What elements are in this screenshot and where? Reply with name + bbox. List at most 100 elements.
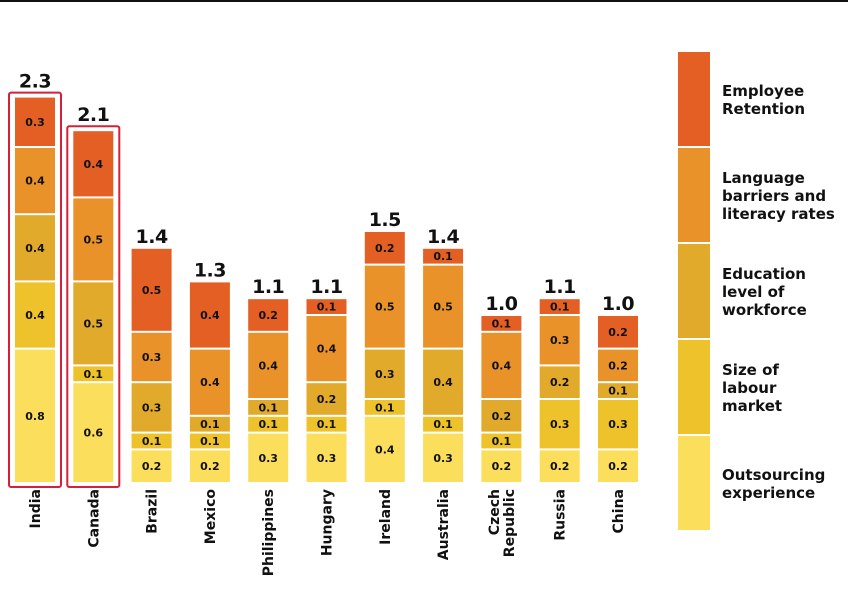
data-label-russia-language-barriers-and-literacy-rates: 0.3 <box>550 334 570 347</box>
bar-segment-canada-education-level-of-workforce <box>73 282 114 365</box>
bar-segment-india-education-level-of-workforce <box>15 215 55 281</box>
bar-segment-brazil-size-of-labour-market <box>131 433 172 449</box>
data-label-ireland-education-level-of-workforce: 0.3 <box>375 368 395 381</box>
data-label-australia-employee-retention: 0.1 <box>433 250 453 263</box>
category-label-canada: Canada <box>86 489 102 548</box>
data-label-philippines-language-barriers-and-literacy-rates: 0.4 <box>258 359 278 372</box>
data-label-australia-language-barriers-and-literacy-rates: 0.5 <box>433 301 453 314</box>
data-label-brazil-education-level-of-workforce: 0.3 <box>142 401 162 414</box>
category-label-mexico: Mexico <box>203 489 219 545</box>
bar-segment-australia-education-level-of-workforce <box>423 349 464 415</box>
data-label-china-outsourcing-experience: 0.2 <box>608 460 628 473</box>
legend-label-line: Education <box>722 265 806 283</box>
legend-label-line: workforce <box>722 301 807 319</box>
data-label-india-outsourcing-experience: 0.8 <box>25 410 45 423</box>
legend-label-education-level-of-workforce: Education level of workforce <box>722 265 807 319</box>
bar-segment-mexico-size-of-labour-market <box>189 433 230 449</box>
data-label-ireland-size-of-labour-market: 0.1 <box>375 401 395 414</box>
bar-segment-australia-outsourcing-experience <box>423 433 464 482</box>
bar-segment-mexico-education-level-of-workforce <box>189 416 230 432</box>
data-label-czech-republic-outsourcing-experience: 0.2 <box>492 460 512 473</box>
bar-segment-brazil-employee-retention <box>131 248 172 331</box>
data-label-australia-size-of-labour-market: 0.1 <box>433 418 453 431</box>
total-label-china: 1.0 <box>602 293 634 315</box>
data-label-india-education-level-of-workforce: 0.4 <box>25 242 45 255</box>
data-label-brazil-employee-retention: 0.5 <box>142 284 162 297</box>
bar-segment-brazil-education-level-of-workforce <box>131 383 172 432</box>
bar-segment-russia-employee-retention <box>539 299 580 314</box>
total-label-philippines: 1.1 <box>252 276 284 298</box>
category-label-line: China <box>611 489 627 533</box>
data-label-russia-education-level-of-workforce: 0.2 <box>550 376 570 389</box>
legend-label-language-barriers-and-literacy-rates: Language barriers and literacy rates <box>722 169 835 223</box>
legend-label-line: Employee <box>722 82 804 100</box>
legend-label-line: labour <box>722 379 777 397</box>
data-label-china-language-barriers-and-literacy-rates: 0.2 <box>608 359 628 372</box>
legend-swatch-outsourcing-experience <box>678 436 710 530</box>
bar-segment-china-education-level-of-workforce <box>598 383 638 398</box>
category-label-australia: Australia <box>436 489 452 560</box>
category-label-china: China <box>611 489 627 533</box>
category-label-line: Ireland <box>378 489 394 545</box>
highlight-box-india <box>8 91 62 488</box>
total-label-india: 2.3 <box>19 71 51 93</box>
highlight-box-canada <box>66 125 121 488</box>
bar-segment-india-language-barriers-and-literacy-rates <box>15 148 55 214</box>
bar-segment-philippines-education-level-of-workforce <box>248 400 289 415</box>
data-label-hungary-language-barriers-and-literacy-rates: 0.4 <box>317 343 337 356</box>
data-label-mexico-education-level-of-workforce: 0.1 <box>200 418 220 431</box>
data-label-mexico-language-barriers-and-literacy-rates: 0.4 <box>200 376 220 389</box>
legend-swatch-education-level-of-workforce <box>678 244 710 338</box>
data-label-hungary-outsourcing-experience: 0.3 <box>317 452 337 465</box>
data-label-canada-size-of-labour-market: 0.1 <box>84 368 104 381</box>
bar-segment-ireland-outsourcing-experience <box>364 416 405 482</box>
total-label-hungary: 1.1 <box>310 276 342 298</box>
data-label-china-size-of-labour-market: 0.3 <box>608 418 628 431</box>
bar-segment-brazil-outsourcing-experience <box>131 450 172 482</box>
bar-segment-australia-employee-retention <box>423 248 464 264</box>
bar-segment-china-employee-retention <box>598 316 638 348</box>
bar-segment-philippines-size-of-labour-market <box>248 416 289 432</box>
total-label-australia: 1.4 <box>427 226 459 248</box>
bar-segment-philippines-employee-retention <box>248 299 289 331</box>
data-label-canada-language-barriers-and-literacy-rates: 0.5 <box>84 233 104 246</box>
category-label-line: Republic <box>502 489 518 557</box>
data-label-ireland-employee-retention: 0.2 <box>375 242 395 255</box>
bar-segment-india-outsourcing-experience <box>15 349 55 482</box>
category-label-philippines: Philippines <box>261 489 277 576</box>
data-label-philippines-education-level-of-workforce: 0.1 <box>258 401 278 414</box>
data-label-hungary-employee-retention: 0.1 <box>317 301 337 314</box>
bar-segment-philippines-outsourcing-experience <box>248 433 289 482</box>
top-rule <box>0 0 848 2</box>
category-label-line: Australia <box>436 489 452 560</box>
data-label-russia-size-of-labour-market: 0.3 <box>550 418 570 431</box>
bar-segment-russia-size-of-labour-market <box>539 400 580 449</box>
bar-segment-ireland-language-barriers-and-literacy-rates <box>364 265 405 348</box>
total-label-mexico: 1.3 <box>194 259 226 281</box>
category-label-line: Hungary <box>320 489 336 556</box>
bar-segment-canada-employee-retention <box>73 131 114 197</box>
category-label-ireland: Ireland <box>378 489 394 545</box>
total-label-canada: 2.1 <box>77 104 109 126</box>
data-label-canada-outsourcing-experience: 0.6 <box>84 427 104 440</box>
data-label-hungary-education-level-of-workforce: 0.2 <box>317 393 337 406</box>
bar-segment-russia-education-level-of-workforce <box>539 366 580 398</box>
bar-segment-czech-republic-language-barriers-and-literacy-rates <box>481 332 522 398</box>
category-label-hungary: Hungary <box>320 489 336 556</box>
category-label-czech-republic: CzechRepublic <box>487 489 518 557</box>
data-label-brazil-outsourcing-experience: 0.2 <box>142 460 162 473</box>
bar-segment-ireland-education-level-of-workforce <box>364 349 405 398</box>
bar-segment-russia-outsourcing-experience <box>539 450 580 482</box>
category-label-line: Brazil <box>145 489 161 534</box>
data-label-brazil-language-barriers-and-literacy-rates: 0.3 <box>142 351 162 364</box>
bar-segment-canada-language-barriers-and-literacy-rates <box>73 198 114 281</box>
legend-label-line: Language <box>722 169 805 187</box>
data-label-ireland-language-barriers-and-literacy-rates: 0.5 <box>375 301 395 314</box>
bar-segment-australia-size-of-labour-market <box>423 416 464 432</box>
category-label-russia: Russia <box>553 489 569 541</box>
bar-segment-india-size-of-labour-market <box>15 282 55 348</box>
bar-segment-hungary-language-barriers-and-literacy-rates <box>306 316 347 382</box>
legend: Employee Retention Language barriers and lit… <box>678 52 835 530</box>
